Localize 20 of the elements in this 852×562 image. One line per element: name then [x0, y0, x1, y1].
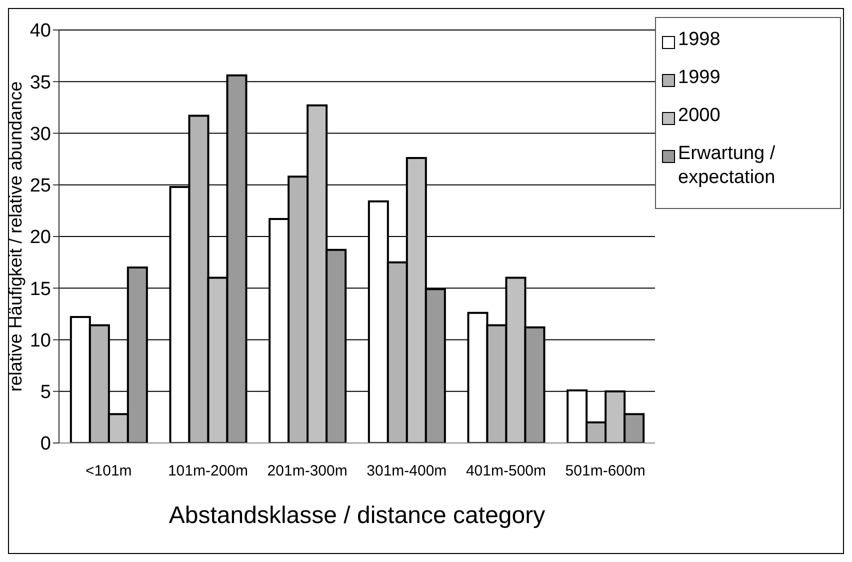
x-tick-label: <101m — [86, 462, 132, 480]
x-tick-label: 501m-600m — [565, 462, 646, 480]
y-tick-label: 20 — [30, 227, 51, 248]
y-tick-label: 40 — [30, 20, 51, 42]
x-tick-label: 101m-200m — [168, 462, 248, 480]
legend-label: 1999 — [678, 66, 722, 90]
legend-label: 2000 — [678, 104, 722, 128]
y-tick-label: 15 — [30, 278, 51, 300]
y-tick-label: 0 — [40, 434, 51, 455]
x-tick-label: 401m-500m — [466, 462, 546, 480]
y-tick-label: 30 — [30, 124, 51, 145]
y-tick-label: 35 — [30, 72, 51, 94]
legend-label: 1998 — [678, 28, 722, 52]
x-axis-title: Abstandsklasse / distance category — [168, 502, 546, 529]
y-tick-label: 10 — [30, 330, 51, 352]
x-tick-label: 201m-300m — [267, 462, 348, 480]
y-tick-label: 5 — [40, 382, 51, 404]
legend-label: Erwartung / expectation — [678, 142, 776, 190]
y-tick-label: 25 — [30, 176, 51, 197]
x-tick-label: 301m-400m — [366, 462, 447, 480]
